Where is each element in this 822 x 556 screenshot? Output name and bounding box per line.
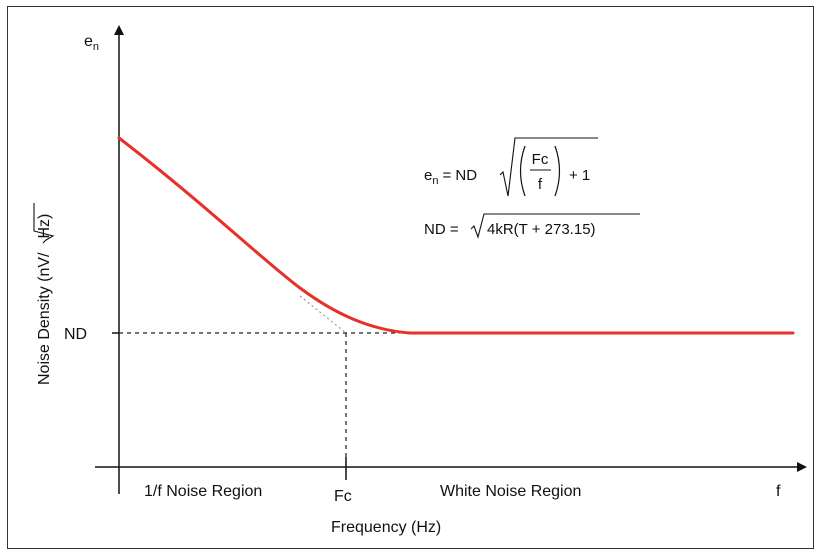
figure-frame <box>7 6 814 549</box>
equation2-lhs: ND = <box>424 221 459 238</box>
svg-text:Noise Density (nV/Hz): Noise Density (nV/Hz) <box>36 214 53 385</box>
y-axis-symbol: en <box>84 33 99 53</box>
y-axis-title: Noise Density (nV/Hz) <box>33 203 55 385</box>
fc-label: Fc <box>334 488 352 505</box>
equation2-radicand: 4kR(T + 273.15) <box>487 221 596 238</box>
region-label-white: White Noise Region <box>440 483 581 500</box>
region-label-1f: 1/f Noise Region <box>144 483 262 500</box>
x-axis-symbol: f <box>776 483 781 500</box>
equation1-numerator: Fc <box>532 151 549 168</box>
equation1-tail: + 1 <box>569 167 590 184</box>
x-axis-title: Frequency (Hz) <box>331 519 441 536</box>
equation-en: en = ND Fc f + 1 <box>424 137 598 197</box>
equation1-denominator: f <box>538 176 543 193</box>
noise-density-curve <box>117 136 795 335</box>
equation1-left-paren <box>519 145 526 197</box>
asymptote-line <box>299 295 347 334</box>
equation1-right-paren <box>554 145 561 197</box>
equation2-sqrt-sign <box>470 213 640 239</box>
equation1-sqrt-sign <box>499 137 598 197</box>
svg-text:en= ND: en = ND <box>424 167 477 187</box>
equation-nd: ND = 4kR(T + 273.15) <box>424 213 640 239</box>
y-axis-sqrt-sign <box>33 203 55 244</box>
nd-label: ND <box>64 326 87 343</box>
